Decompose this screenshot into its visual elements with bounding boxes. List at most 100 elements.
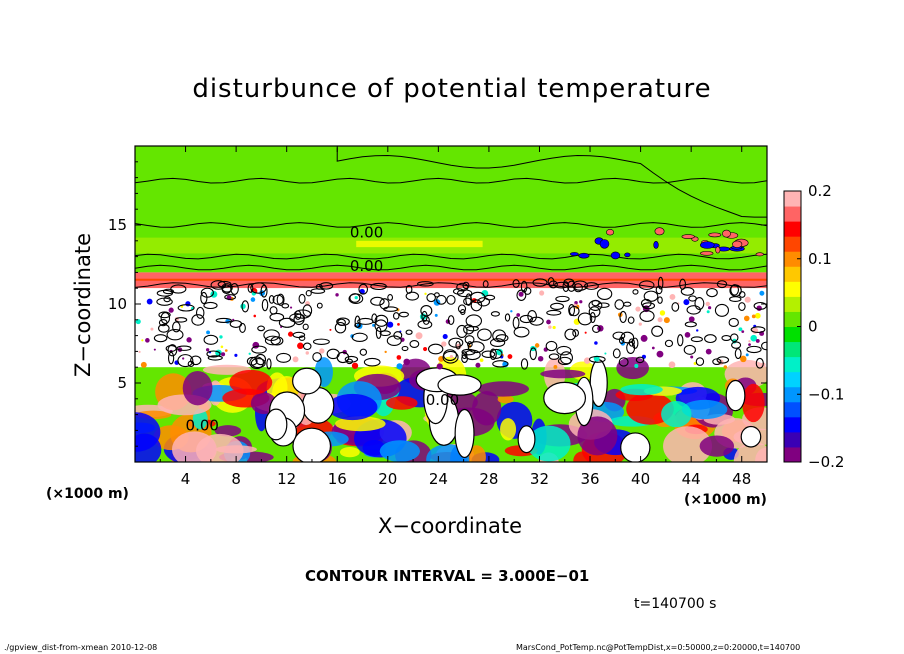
speckle	[292, 356, 299, 363]
contour-blob	[264, 408, 288, 441]
small-contour	[589, 312, 596, 324]
disturbance-blob	[339, 446, 360, 458]
small-contour	[492, 329, 507, 343]
upper-patch	[578, 252, 590, 259]
speckle	[705, 348, 712, 355]
x-tick-label: 32	[530, 470, 549, 488]
small-contour	[619, 310, 627, 324]
y-tick-label: 15	[108, 216, 127, 234]
small-contour	[612, 331, 626, 340]
disturbance-blob	[699, 435, 735, 457]
colorbar-segment	[784, 431, 801, 448]
small-contour	[160, 311, 171, 325]
speckle	[754, 312, 761, 319]
speckle	[635, 306, 641, 312]
small-contour	[405, 284, 413, 294]
x-tick-label: 4	[181, 470, 191, 488]
small-contour	[255, 353, 267, 366]
speckle	[424, 292, 427, 296]
small-contour	[257, 325, 265, 332]
small-contour	[461, 351, 468, 360]
x-tick-label: 8	[231, 470, 241, 488]
small-contour	[456, 289, 473, 298]
disturbance-blob	[477, 381, 529, 397]
upper-patch	[610, 251, 621, 260]
speckle	[657, 317, 663, 323]
speckle	[688, 316, 695, 323]
speckle	[546, 319, 551, 325]
speckle	[297, 342, 304, 350]
x-tick-label: 44	[682, 470, 701, 488]
disturbance-blob	[472, 391, 502, 426]
speckle	[594, 341, 598, 345]
small-contour	[467, 341, 485, 354]
contour-line	[135, 177, 767, 184]
speckle	[372, 323, 376, 327]
speckle	[219, 335, 223, 339]
speckle	[584, 331, 587, 334]
small-contour	[398, 311, 409, 318]
small-contour	[577, 312, 593, 326]
colorbar-segment	[784, 356, 801, 373]
speckle	[510, 310, 513, 313]
speckle	[225, 318, 231, 324]
small-contour	[470, 299, 483, 312]
speckle	[434, 313, 438, 317]
small-contour	[626, 341, 636, 355]
small-contour	[731, 341, 742, 349]
small-contour	[207, 355, 223, 361]
small-contour	[529, 347, 537, 361]
speckle	[537, 355, 544, 362]
speckle	[743, 315, 750, 322]
small-contour	[635, 356, 645, 364]
contour-line	[135, 282, 767, 288]
disturbance-blob	[379, 440, 420, 462]
y-axis-label: Z−coordinate	[71, 233, 95, 377]
small-contour	[177, 304, 195, 312]
small-contour	[489, 338, 506, 348]
small-contour	[386, 335, 402, 347]
time-label: t=140700 s	[634, 596, 717, 612]
speckle	[221, 352, 226, 357]
warm-stripe-line	[135, 278, 767, 281]
speckle	[583, 357, 591, 364]
speckle	[224, 349, 228, 352]
speckle	[553, 365, 558, 369]
small-contour	[241, 300, 250, 313]
small-contour	[592, 324, 601, 333]
small-contour	[261, 298, 269, 312]
small-contour	[716, 356, 730, 364]
small-contour	[612, 348, 621, 359]
small-contour	[477, 297, 491, 307]
small-contour	[203, 334, 219, 345]
small-contour	[684, 321, 697, 328]
small-contour	[467, 341, 473, 348]
speckle	[690, 355, 694, 359]
small-contour	[442, 350, 459, 364]
small-contour	[294, 310, 302, 320]
contour-blob	[437, 374, 482, 396]
upper-patch	[732, 240, 743, 248]
speckle	[335, 293, 339, 297]
small-contour	[167, 344, 178, 357]
disturbance-blob	[215, 445, 257, 454]
small-contour	[346, 358, 353, 365]
speckle	[140, 361, 147, 368]
speckle	[669, 294, 676, 300]
speckle	[723, 365, 728, 369]
disturbance-blob	[661, 401, 692, 428]
small-contour	[614, 299, 625, 310]
small-contour	[572, 280, 589, 291]
speckle	[755, 338, 760, 343]
speckle	[748, 340, 751, 343]
speckle	[215, 349, 222, 357]
small-contour	[489, 348, 497, 361]
small-contour	[555, 295, 570, 303]
small-contour	[495, 334, 509, 342]
speckle	[640, 334, 648, 342]
contour-line	[135, 222, 767, 228]
upper-patch	[569, 252, 579, 256]
speckle	[663, 317, 670, 324]
small-contour	[527, 309, 537, 323]
small-contour	[334, 321, 347, 334]
